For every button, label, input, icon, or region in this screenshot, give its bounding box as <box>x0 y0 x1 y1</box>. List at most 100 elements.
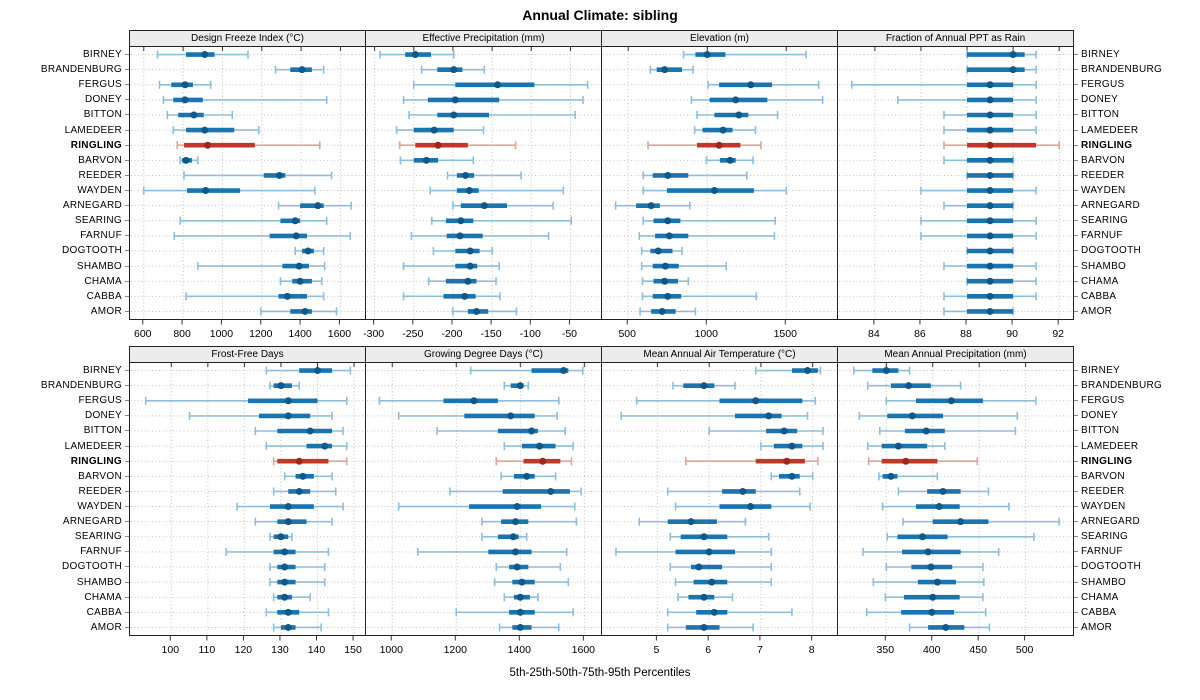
median-dot <box>295 457 303 465</box>
row-axis-tick <box>1074 596 1078 598</box>
row-axis-tick <box>1074 310 1078 312</box>
percentile-row-doney <box>620 411 809 420</box>
median-dot <box>986 156 994 164</box>
median-dot <box>284 623 292 631</box>
percentile-row-farnuf <box>173 231 352 240</box>
row-axis-tick <box>1074 54 1078 56</box>
row-axis-tick <box>125 99 129 101</box>
percentile-row-birney <box>156 50 249 59</box>
station-label-searing: SEARING <box>0 213 129 228</box>
percentile-row-dogtooth <box>294 247 325 255</box>
x-axis-tick-label: 110 <box>198 644 215 656</box>
percentile-row-bitton <box>878 427 1017 435</box>
median-dot <box>1009 66 1017 74</box>
plot-area <box>839 363 1072 635</box>
station-label-text: SHAMBO <box>76 260 122 272</box>
station-label-ringling: RINGLING <box>0 454 129 469</box>
percentile-row-brandenburg <box>420 65 486 74</box>
median-dot <box>986 217 994 225</box>
station-label-reeder: REEDER <box>0 484 129 499</box>
station-label-text: DONEY <box>84 410 122 422</box>
plot-area-wrap <box>601 363 838 636</box>
row-axis-tick <box>125 310 129 312</box>
row-axis-tick <box>1074 370 1078 372</box>
median-dot <box>516 623 524 631</box>
row-axis-tick <box>125 250 129 252</box>
row-axis-tick <box>125 415 129 417</box>
row-axis-tick <box>125 626 129 628</box>
row-axis-tick <box>125 129 129 131</box>
percentile-row-bitton <box>696 111 779 119</box>
station-label-text: CHAMA <box>84 275 122 287</box>
median-dot <box>695 563 703 571</box>
row-axis-tick <box>1074 235 1078 237</box>
median-dot <box>935 503 943 511</box>
panel-header: Mean Annual Precipitation (mm) <box>837 346 1074 363</box>
percentile-row-fergus <box>144 396 348 405</box>
row-axis-tick <box>125 144 129 146</box>
percentile-row-ringling <box>867 457 979 466</box>
station-label-birney: BIRNEY <box>1074 363 1196 378</box>
station-label-text: REEDER <box>1081 169 1125 181</box>
percentile-row-searing <box>920 216 1037 225</box>
x-axis-tick-label: -50 <box>562 328 577 340</box>
x-axis-tick-label: 1500 <box>774 328 798 340</box>
station-label-text: LAMEDEER <box>64 124 122 136</box>
median-dot <box>284 518 292 526</box>
x-axis-tick-label: 86 <box>914 328 926 340</box>
percentile-row-fergus <box>635 396 817 405</box>
panel-header: Growing Degree Days (°C) <box>365 346 602 363</box>
station-label-text: RINGLING <box>70 139 122 151</box>
percentile-row-wayden <box>429 186 565 195</box>
row-axis-tick <box>125 430 129 432</box>
station-label-chama: CHAMA <box>1074 274 1196 289</box>
row-axis-tick <box>1074 566 1078 568</box>
x-axis-tick-label: -200 <box>441 328 462 340</box>
row-axis-tick <box>1074 144 1078 146</box>
station-label-amor: AMOR <box>0 304 129 319</box>
station-label-text: AMOR <box>1081 305 1113 317</box>
percentile-row-searing <box>669 532 770 541</box>
percentile-row-dogtooth <box>966 247 1014 255</box>
station-label-bitton: BITTON <box>1074 107 1196 122</box>
station-label-amor: AMOR <box>1074 304 1196 319</box>
percentile-row-barvon <box>770 472 814 481</box>
median-dot <box>700 623 708 631</box>
row-axis-tick <box>125 445 129 447</box>
station-label-chama: CHAMA <box>1074 590 1196 605</box>
plot-area-wrap <box>837 363 1074 636</box>
median-dot <box>708 578 716 586</box>
percentile-row-arnegard <box>277 201 353 210</box>
station-label-text: DOGTOOTH <box>62 245 122 257</box>
percentile-row-doney <box>397 411 558 420</box>
percentile-row-barvon <box>179 156 199 165</box>
row-axis-tick <box>125 235 129 237</box>
station-label-column-right: BIRNEY BRANDENBURG FERGUS DONEY BITTON LAMEDE… <box>1074 30 1196 319</box>
row-axis-tick <box>1074 280 1078 282</box>
percentile-row-ringling <box>943 141 1060 150</box>
x-axis-tick-label: 150 <box>344 644 362 656</box>
median-dot <box>908 412 916 420</box>
percentile-row-barvon <box>283 472 333 481</box>
x-axis-tick-label: 84 <box>868 328 880 340</box>
station-label-text: CABBA <box>86 290 122 302</box>
median-dot <box>182 156 190 164</box>
percentile-row-brandenburg <box>672 381 736 390</box>
row-axis-tick <box>125 460 129 462</box>
percentile-row-doney <box>188 411 333 420</box>
percentile-row-amor <box>498 623 560 632</box>
median-dot <box>283 292 291 300</box>
station-label-dogtooth: DOGTOOTH <box>0 243 129 258</box>
station-label-text: AMOR <box>1081 621 1113 633</box>
median-dot <box>456 232 464 240</box>
row-axis-tick <box>1074 129 1078 131</box>
median-dot <box>747 503 755 511</box>
percentile-row-birney <box>966 50 1037 59</box>
percentile-row-cabba <box>402 292 501 301</box>
station-label-text: DOGTOOTH <box>62 561 122 573</box>
median-dot <box>986 262 994 270</box>
median-dot <box>986 202 994 210</box>
percentile-row-searing <box>179 216 328 225</box>
x-axis-tick-label: 130 <box>271 644 289 656</box>
panel-header: Effective Precipitation (mm) <box>365 30 602 47</box>
